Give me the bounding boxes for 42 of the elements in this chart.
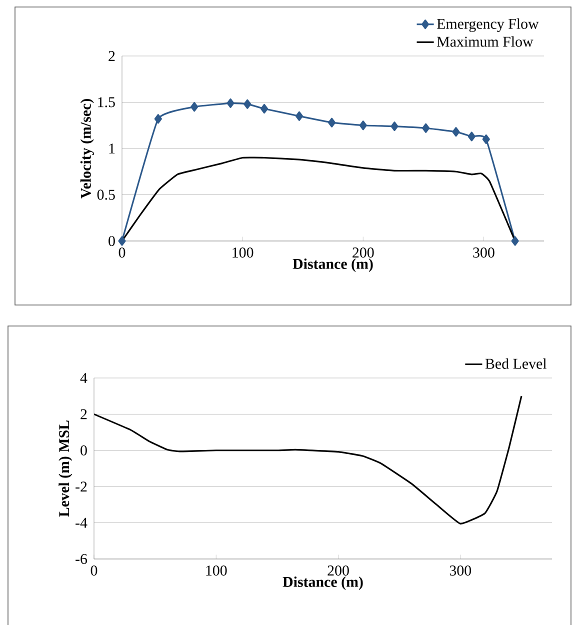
y-tick-label: -6 — [76, 554, 88, 564]
point — [468, 132, 476, 142]
line-series — [94, 395, 522, 524]
x-tick-label: 100 — [232, 248, 254, 258]
y-tick-label: 0 — [108, 236, 115, 246]
y-tick-label: 4 — [80, 373, 88, 383]
point — [154, 114, 162, 124]
point — [452, 127, 460, 137]
y-tick-label: 0.5 — [97, 190, 115, 200]
x-tick-label: 100 — [206, 566, 227, 576]
point — [422, 123, 430, 133]
x-tick-label: 200 — [352, 248, 374, 258]
point — [482, 134, 490, 144]
point — [118, 236, 126, 246]
x-tick-label: 300 — [473, 248, 494, 258]
x-axis-title: Distance (m) — [282, 576, 363, 590]
point — [260, 104, 268, 114]
legend-label: Emergency Flow — [437, 18, 539, 32]
y-axis-title: Level (m) MSL — [58, 420, 72, 517]
legend-label: Bed Level — [485, 358, 547, 369]
point — [390, 121, 398, 132]
x-axis-title: Distance (m) — [292, 258, 373, 272]
x-tick-label: 200 — [328, 566, 349, 576]
y-tick-label: 2 — [80, 409, 87, 420]
point — [511, 236, 519, 246]
x-tick-label: 0 — [118, 248, 126, 258]
point — [190, 102, 198, 112]
y-tick-label: -2 — [76, 482, 87, 492]
y-axis-title: Velocity (m/sec) — [80, 99, 94, 198]
legend-label: Maximum Flow — [437, 36, 534, 47]
point — [328, 118, 336, 128]
x-tick-label: 300 — [450, 566, 472, 576]
point — [359, 120, 367, 130]
y-tick-label: -4 — [76, 518, 88, 528]
y-tick-label: 0 — [80, 445, 87, 456]
point — [226, 98, 234, 108]
point — [244, 99, 252, 109]
point — [295, 111, 304, 121]
y-tick-label: 2 — [108, 51, 115, 61]
x-tick-label: 0 — [90, 566, 98, 576]
y-tick-label: 1.5 — [98, 97, 115, 108]
y-tick-label: 1 — [109, 144, 115, 154]
